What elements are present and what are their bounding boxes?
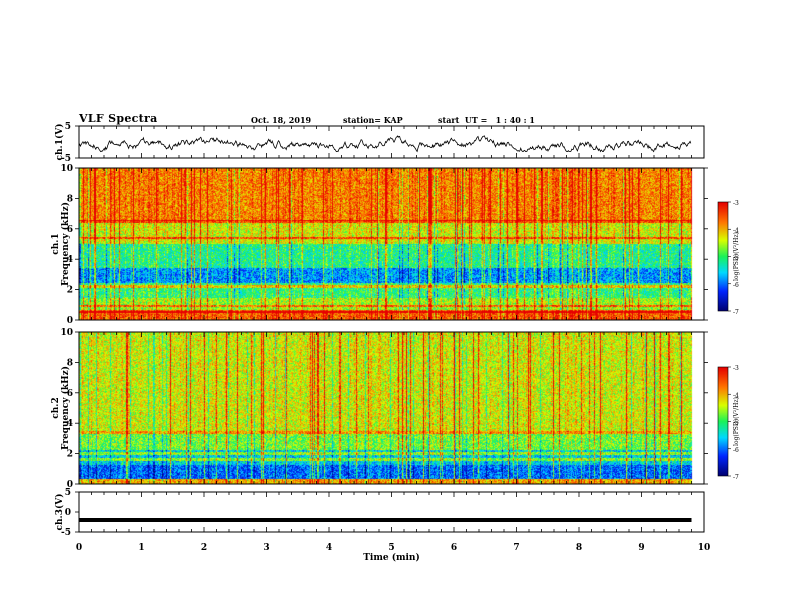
ch3-wave-y-tick-label: 0 (65, 508, 71, 518)
ch1-colorbar-image (718, 202, 728, 311)
ch2-y-axis-label: ch.2 (51, 397, 61, 418)
ch2-y-tick-label: 8 (67, 358, 73, 368)
x-tick-label: 4 (326, 543, 332, 553)
ch1-colorbar-tick-label: -7 (733, 309, 739, 316)
station-label: station= KAP (343, 115, 403, 125)
ch2-colorbar-tick-label: -4 (733, 392, 739, 399)
ch1-wave-y-tick-label: 5 (65, 122, 71, 132)
x-tick-label: 0 (76, 543, 82, 553)
ch2-spectrogram-image (79, 332, 693, 484)
ch1-colorbar-frame (717, 201, 729, 312)
x-tick-label: 7 (513, 543, 519, 553)
ch2-colorbar-label: log(PSD)(V²/Hz) (733, 397, 740, 446)
x-tick-label: 2 (201, 543, 207, 553)
x-tick-label: 5 (388, 543, 394, 553)
ch1-y-axis-label: ch.1 (51, 233, 61, 254)
ch2-y-tick-label: 0 (67, 480, 73, 490)
ch3-wave-y-tick-label: -5 (61, 528, 71, 538)
ch2-colorbar-frame (717, 366, 729, 477)
ch1-y-tick-label: 8 (67, 194, 73, 204)
ch1-y-tick-label: 10 (60, 164, 73, 174)
x-axis-label: Time (min) (363, 552, 420, 563)
ch3-wave-y-tick-label: 5 (65, 488, 71, 498)
ch1-spectrogram-image (79, 168, 693, 320)
ch2-colorbar-tick-label: -6 (733, 447, 739, 454)
ch1-colorbar-tick-label: -3 (733, 200, 739, 207)
ch2-colorbar-tick-label: -7 (733, 474, 739, 481)
x-tick-label: 3 (263, 543, 269, 553)
ch2-y-tick-label: 6 (67, 389, 73, 399)
x-tick-label: 10 (698, 543, 711, 553)
ch1-y-axis-label: Frequency (kHz) (60, 202, 71, 286)
ch1-y-tick-label: 2 (67, 286, 73, 296)
ch1-y-tick-label: 4 (67, 255, 73, 265)
ch2-colorbar-tick-label: -5 (733, 420, 739, 427)
x-tick-label: 9 (638, 543, 644, 553)
date-label: Oct. 18, 2019 (251, 115, 312, 125)
ch1-colorbar-tick-label: -5 (733, 255, 739, 262)
ch1-colorbar-tick-label: -4 (733, 227, 739, 234)
ch2-y-tick-label: 10 (60, 328, 73, 338)
ch2-colorbar-image (718, 367, 728, 476)
ch1-spectrogram-frame (78, 167, 705, 321)
ch1-wave-y-axis-label: ch.1(V) (54, 124, 65, 161)
x-tick-label: 8 (576, 543, 582, 553)
ch2-y-tick-label: 4 (67, 419, 73, 429)
ch3-wave-y-axis-label: ch.3(V) (54, 494, 65, 531)
ch2-y-axis-label: Frequency (kHz) (60, 366, 71, 450)
ch2-spectrogram-frame (78, 331, 705, 485)
ch1-waveform-line (78, 135, 692, 153)
ch1-wave-y-tick-label: -5 (61, 154, 71, 164)
start-time-label: start UT = 1 : 40 : 1 (438, 115, 535, 125)
ch2-y-tick-label: 2 (67, 450, 73, 460)
ch2-colorbar-tick-label: -3 (733, 365, 739, 372)
ch3-waveform-frame (78, 491, 705, 533)
ch1-y-tick-label: 6 (67, 225, 73, 235)
ch1-colorbar-label: log(PSD)(V²/Hz) (733, 232, 740, 281)
ch1-y-tick-label: 0 (67, 316, 73, 326)
ch1-colorbar-tick-label: -6 (733, 282, 739, 289)
figure-title: VLF Spectra (79, 112, 158, 125)
x-tick-label: 1 (138, 543, 144, 553)
x-tick-label: 6 (451, 543, 457, 553)
